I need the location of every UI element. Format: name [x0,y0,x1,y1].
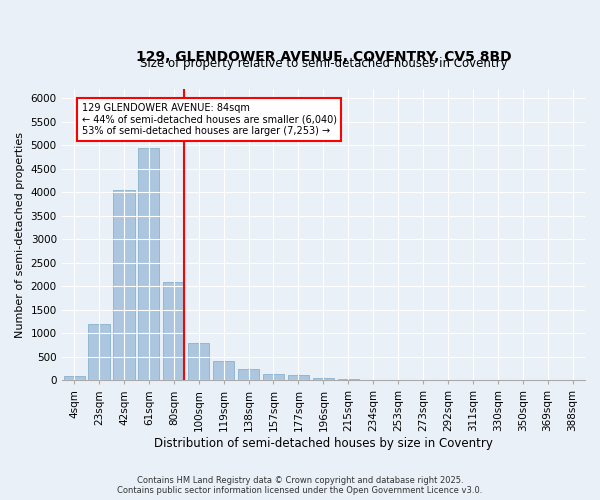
Y-axis label: Number of semi-detached properties: Number of semi-detached properties [15,132,25,338]
Bar [288,375,309,380]
Title: 129, GLENDOWER AVENUE, COVENTRY, CV5 8BD: 129, GLENDOWER AVENUE, COVENTRY, CV5 8BD [136,50,511,64]
Bar [263,374,284,380]
Bar [313,378,334,380]
Bar [163,282,184,380]
Bar [138,148,160,380]
Text: Size of property relative to semi-detached houses in Coventry: Size of property relative to semi-detach… [140,57,507,70]
X-axis label: Distribution of semi-detached houses by size in Coventry: Distribution of semi-detached houses by … [154,437,493,450]
Bar [113,190,134,380]
Bar [188,342,209,380]
Bar [238,370,259,380]
Bar [64,376,85,380]
Text: 129 GLENDOWER AVENUE: 84sqm
← 44% of semi-detached houses are smaller (6,040)
53: 129 GLENDOWER AVENUE: 84sqm ← 44% of sem… [82,103,337,136]
Bar [88,324,110,380]
Bar [213,360,234,380]
Text: Contains HM Land Registry data © Crown copyright and database right 2025.
Contai: Contains HM Land Registry data © Crown c… [118,476,482,495]
